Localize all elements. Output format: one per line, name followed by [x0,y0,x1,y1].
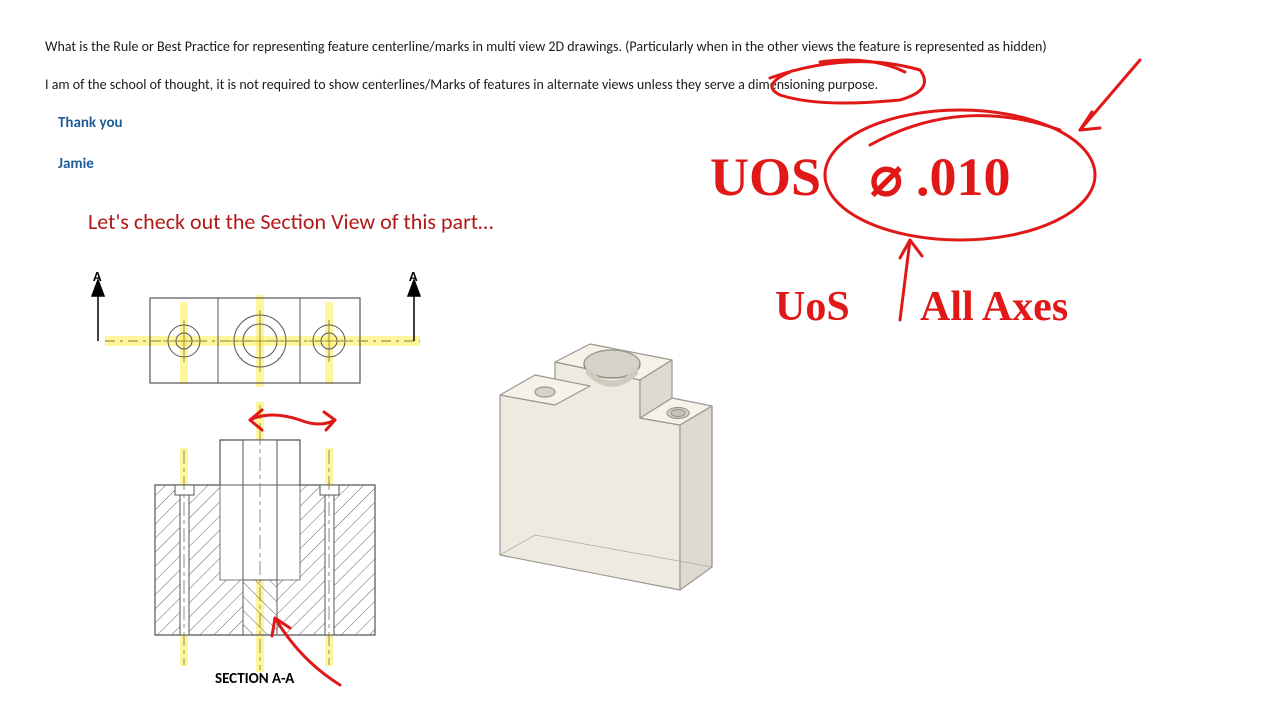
top-view [92,280,420,387]
ink-uos-small: UoS [775,284,850,330]
ink-tolerance: ⌀ .010 [870,147,1011,207]
isometric-view [500,344,712,590]
section-view [155,402,375,672]
ink-text: UOS ⌀ .010 UoS All Axes [710,147,1068,330]
ink-all-axes: All Axes [920,284,1068,330]
drawing-canvas: UOS ⌀ .010 UoS All Axes [0,0,1280,720]
ink-uos-big: UOS [710,147,821,207]
